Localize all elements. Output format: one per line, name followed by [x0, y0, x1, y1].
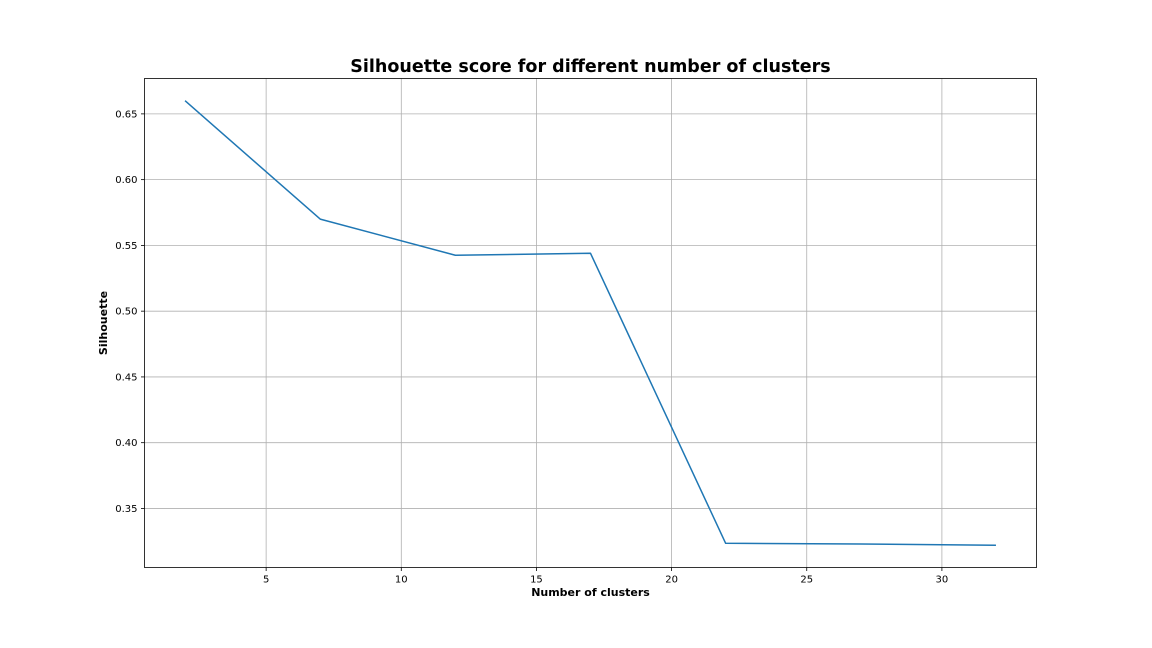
x-tick-label: 20: [665, 575, 678, 586]
x-tick-label: 15: [530, 575, 543, 586]
y-tick-label: 0.55: [115, 241, 137, 252]
x-tick-label: 25: [800, 575, 813, 586]
plot-area: [144, 78, 1037, 568]
chart-title: Silhouette score for different number of…: [350, 57, 830, 77]
x-axis-label: Number of clusters: [531, 586, 650, 599]
x-tick-label: 5: [263, 575, 269, 586]
plot-frame: [144, 78, 1037, 568]
y-axis-label: Silhouette: [97, 291, 110, 355]
y-tick-label: 0.50: [115, 307, 137, 318]
series-line: [184, 100, 996, 547]
grid: [144, 78, 1037, 568]
x-tick-label: 30: [936, 575, 949, 586]
y-tick-label: 0.40: [115, 438, 137, 449]
y-tick-label: 0.45: [115, 372, 137, 383]
y-tick-label: 0.35: [115, 504, 137, 515]
axis-ticks: 5 10 15 20 25 30 0.35 0.40 0.45 0.50 0.55 0.60 0.65: [115, 109, 948, 585]
y-tick-label: 0.60: [115, 175, 137, 186]
series-group: [184, 100, 996, 547]
y-tick-label: 0.65: [115, 109, 137, 120]
x-tick-label: 10: [395, 575, 408, 586]
